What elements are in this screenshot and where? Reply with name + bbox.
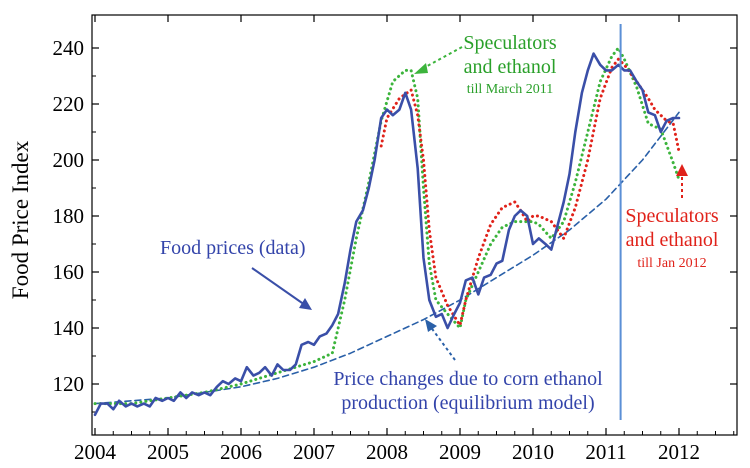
- y-tick-label: 160: [53, 260, 85, 284]
- x-tick-label: 2009: [439, 440, 481, 464]
- y-tick-label: 240: [53, 36, 85, 60]
- corn-ethanol-equilibrium-line: [94, 111, 680, 405]
- plot-frame: [91, 14, 738, 436]
- food-annotation-label: Food prices (data): [160, 237, 306, 259]
- x-tick-label: 2012: [658, 440, 700, 464]
- food-annotation-arrow: [251, 267, 306, 306]
- speculators-ethanol-jan-2012-line: [379, 57, 681, 327]
- y-axis-label: Food Price Index: [8, 140, 33, 299]
- y-tick-label: 140: [53, 316, 85, 340]
- y-tick-label: 120: [53, 372, 85, 396]
- red-annotation-subtitle: till Jan 2012: [637, 256, 706, 271]
- x-tick-label: 2006: [220, 440, 262, 464]
- x-tick-label: 2011: [585, 440, 626, 464]
- x-tick-label: 2005: [147, 440, 189, 464]
- food-arrow-head: [299, 298, 312, 310]
- green-annotation-arrow: [419, 46, 463, 71]
- corn-arrow-head: [425, 319, 437, 332]
- speculators-ethanol-march-2011-line: [93, 46, 681, 406]
- corn-annotation-line-2: production (equilibrium model): [341, 392, 594, 414]
- annotation-arrows: [251, 46, 688, 361]
- y-tick-label: 200: [53, 148, 85, 172]
- red-annotation-title-2: and ethanol: [626, 229, 719, 251]
- y-tick-label: 180: [53, 204, 85, 228]
- x-tick-label: 2004: [74, 440, 117, 464]
- green-arrow-head: [414, 63, 428, 74]
- green-annotation-subtitle: till March 2011: [467, 82, 554, 97]
- axis-ticks: 2004 2005 2006 2007 2008 2009 2010 2011 2012 120 1…: [53, 15, 737, 464]
- green-annotation-title-1: Speculators: [463, 32, 557, 54]
- x-tick-label: 2010: [512, 440, 554, 464]
- red-annotation-title-1: Speculators: [625, 205, 719, 227]
- food-prices-data-line: [93, 52, 681, 417]
- corn-annotation-line-1: Price changes due to corn ethanol: [333, 368, 603, 390]
- green-annotation-title-2: and ethanol: [464, 56, 557, 78]
- series-lines: [93, 46, 681, 417]
- y-tick-label: 220: [53, 92, 85, 116]
- red-arrow-head: [676, 164, 688, 176]
- corn-annotation-arrow: [429, 325, 456, 361]
- x-tick-label: 2008: [366, 440, 408, 464]
- x-tick-label: 2007: [293, 440, 335, 464]
